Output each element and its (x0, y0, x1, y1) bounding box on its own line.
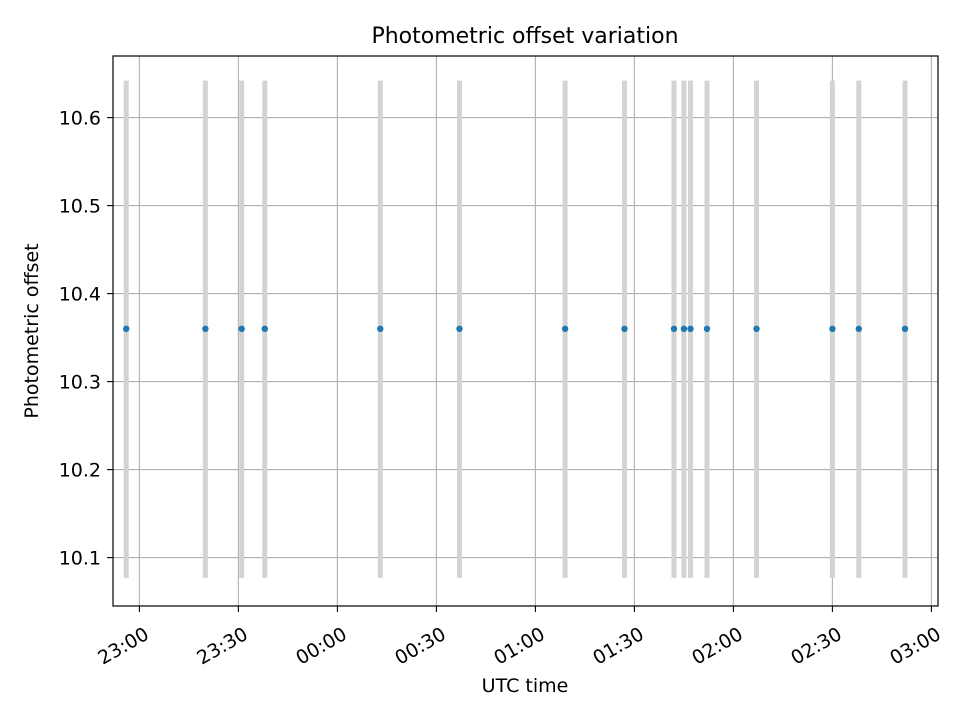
y-axis-label: Photometric offset (21, 243, 43, 418)
data-point (670, 325, 678, 332)
data-point (855, 325, 862, 332)
data-point (703, 325, 711, 332)
data-point (377, 325, 384, 332)
data-point (621, 325, 628, 332)
x-tick-label: 23:30 (193, 623, 251, 669)
y-tick-label: 10.5 (59, 196, 101, 218)
data-point (456, 325, 463, 332)
x-tick-label: 23:00 (94, 623, 152, 669)
y-axis: 10.1 10.2 10.3 10.4 10.5 10.6 (59, 108, 113, 570)
data-point (261, 325, 268, 332)
chart-title: Photometric offset variation (371, 24, 678, 49)
x-tick-label: 01:00 (490, 623, 548, 669)
data-point (123, 325, 130, 332)
data-point (901, 325, 909, 332)
x-tick-label: 03:00 (886, 623, 944, 669)
data-point (561, 325, 569, 332)
grid (113, 56, 938, 606)
x-axis-label: UTC time (482, 675, 569, 697)
data-point (202, 325, 209, 332)
data-point (687, 325, 694, 332)
data-points (123, 325, 909, 332)
plot-frame (112, 55, 939, 607)
x-tick-label: 02:30 (787, 623, 845, 669)
y-tick-label: 10.6 (59, 108, 101, 130)
y-tick-label: 10.2 (59, 460, 101, 482)
x-tick-label: 00:30 (391, 623, 449, 669)
x-tick-label: 01:30 (589, 623, 647, 669)
x-tick-label: 02:00 (688, 623, 746, 669)
data-point (753, 325, 760, 332)
x-axis: 23:00 23:30 00:00 00:30 01:00 01:30 02:00 02:30… (94, 606, 945, 669)
data-point (238, 325, 245, 332)
data-point (829, 325, 836, 332)
y-tick-label: 10.3 (59, 372, 101, 394)
x-tick-label: 00:00 (292, 623, 350, 669)
y-tick-label: 10.4 (59, 284, 101, 306)
y-tick-label: 10.1 (59, 548, 101, 570)
data-point (680, 325, 688, 332)
